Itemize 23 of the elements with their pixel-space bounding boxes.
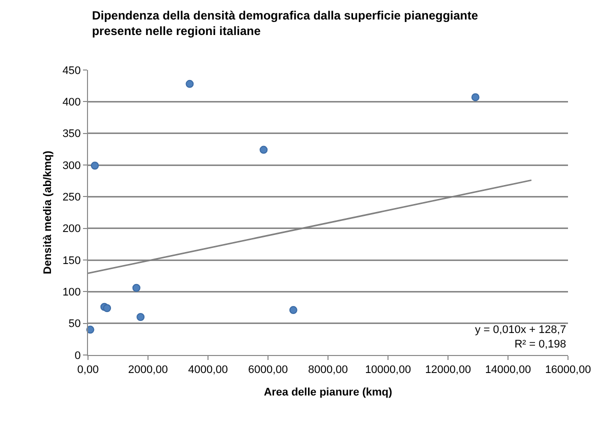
y-tick-label: 150 — [62, 254, 81, 267]
y-tick-label: 100 — [62, 286, 81, 299]
x-tick-label: 2000,00 — [128, 364, 168, 376]
chart-title: Dipendenza della densità demografica dalla superficie pianeggiante presente nelle regioni italiane — [92, 8, 478, 38]
y-tick-label: 0 — [74, 350, 81, 362]
x-tick-label: 14000,00 — [485, 364, 531, 376]
y-tick-label: 400 — [62, 96, 81, 109]
y-tick-label: 450 — [62, 64, 81, 77]
annotation: y = 0,010x + 128,7 R² = 0,198 — [475, 324, 566, 350]
x-tick-label: 4000,00 — [188, 364, 228, 376]
x-tick-label: 6000,00 — [248, 364, 288, 376]
y-tick-label: 250 — [62, 192, 81, 204]
x-tick-label: 16000,00 — [545, 364, 591, 376]
y-tick-label: 200 — [62, 223, 81, 236]
x-tick-label: 0,00 — [77, 364, 99, 376]
x-tick-label: 8000,00 — [308, 364, 348, 376]
x-tick-label: 10000,00 — [365, 364, 411, 376]
y-tick-label: 350 — [62, 128, 81, 140]
y-tick-label: 50 — [68, 318, 81, 330]
x-tick-label: 12000,00 — [425, 364, 471, 376]
x-axis-title: Area delle pianure (kmq) — [264, 386, 393, 398]
y-axis-title: Densità media (ab/kmq) — [42, 150, 54, 274]
y-tick-label: 300 — [62, 160, 81, 172]
